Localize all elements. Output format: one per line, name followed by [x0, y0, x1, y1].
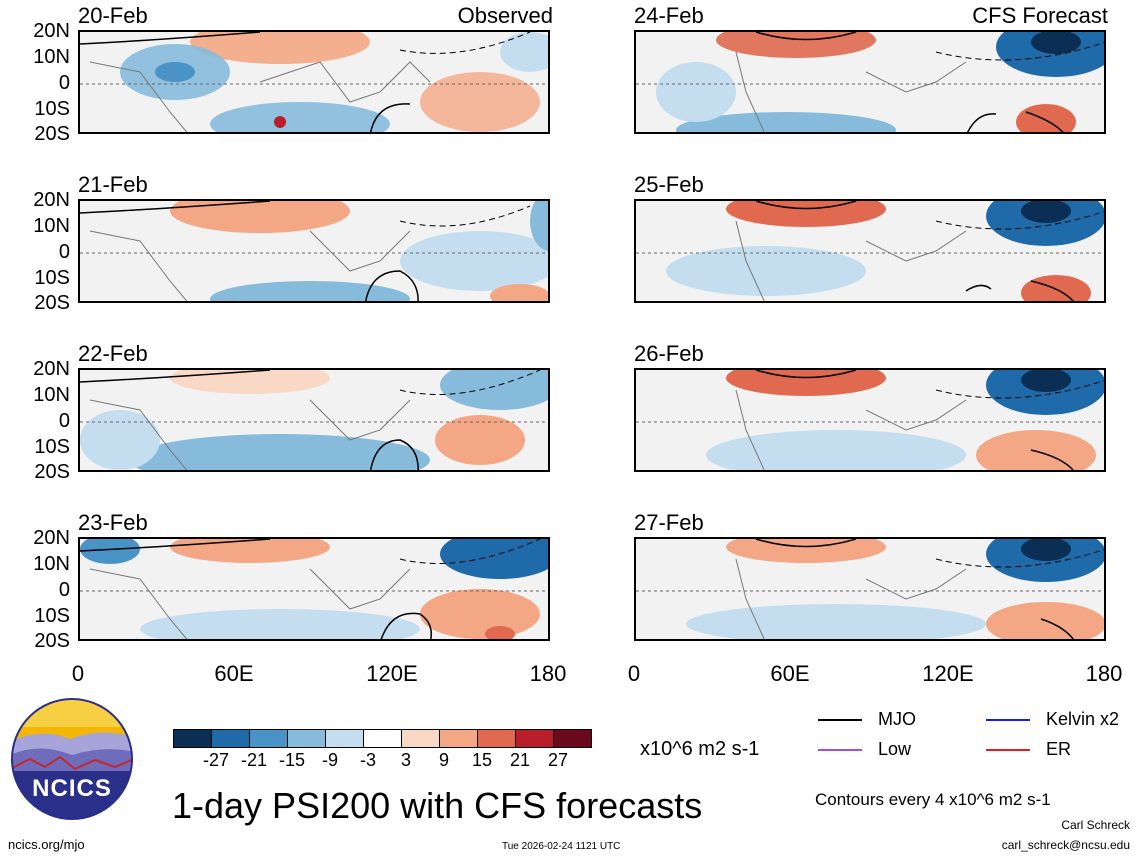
footer-timestamp: Tue 2026-02-24 1121 UTC — [502, 841, 621, 852]
colorbar-tick: 3 — [400, 750, 411, 770]
colorbar-tick: -27 — [202, 750, 229, 770]
colorbar-swatch — [439, 730, 477, 747]
lat-label: 0 — [58, 410, 70, 432]
colorbar-tick: 9 — [438, 750, 449, 770]
legend-label-er: ER — [1046, 739, 1072, 759]
lon-label: 0 — [71, 661, 85, 686]
lat-label: 10S — [34, 267, 70, 289]
lat-label: 20S — [34, 123, 70, 145]
legend-label-low: Low — [878, 739, 912, 759]
map-panel-forecast-26feb — [634, 368, 1106, 472]
lat-label: 10N — [33, 384, 70, 406]
lat-label: 10S — [34, 98, 70, 120]
legend-line-mjo — [818, 719, 862, 721]
colorbar-tick: -9 — [321, 750, 338, 770]
map-panel-forecast-25feb — [634, 199, 1106, 303]
lon-label: 60E — [770, 661, 810, 686]
colorbar-tick: -15 — [278, 750, 305, 770]
lat-label: 20N — [33, 527, 70, 549]
lat-label: 10N — [33, 46, 70, 68]
map-panel-observed-22feb — [78, 368, 550, 472]
footer-email: carl_schreck@ncsu.edu — [1001, 838, 1130, 852]
map-panel-observed-21feb — [78, 199, 550, 303]
forecast-header: CFS Forecast — [972, 3, 1108, 28]
lat-label: 10N — [33, 553, 70, 575]
panel-date-left-1: 20-Feb — [78, 3, 148, 28]
map-panel-observed-23feb — [78, 537, 550, 641]
colorbar-tick: 15 — [471, 750, 493, 770]
panel-date-left-3: 22-Feb — [78, 341, 148, 366]
colorbar — [173, 729, 592, 748]
colorbar-swatch — [325, 730, 363, 747]
map-panel-forecast-27feb — [634, 537, 1106, 641]
lat-label: 10N — [33, 215, 70, 237]
legend-label-kelvin: Kelvin x2 — [1046, 709, 1120, 729]
colorbar-swatch — [515, 730, 553, 747]
colorbar-swatch — [287, 730, 325, 747]
lon-label: 180 — [529, 661, 567, 686]
logo-mountains-graphic — [11, 698, 133, 820]
psi-field — [636, 32, 1104, 132]
lon-label: 0 — [627, 661, 641, 686]
psi-field — [80, 201, 548, 301]
lat-label: 20N — [33, 358, 70, 380]
psi-field — [80, 539, 548, 639]
footer-author: Carl Schreck — [1061, 818, 1130, 832]
colorbar-swatch — [401, 730, 439, 747]
psi-field — [636, 201, 1104, 301]
map-panel-forecast-24feb — [634, 30, 1106, 134]
psi-field — [80, 370, 548, 470]
lat-label: 20N — [33, 189, 70, 211]
logo-text: NCICS — [32, 775, 112, 802]
colorbar-units: x10^6 m2 s-1 — [640, 738, 760, 760]
colorbar-swatch — [553, 730, 591, 747]
legend-line-kelvin — [986, 719, 1030, 721]
colorbar-tick: -21 — [240, 750, 267, 770]
psi-field — [636, 539, 1104, 639]
colorbar-swatch — [249, 730, 287, 747]
lat-label: 10S — [34, 436, 70, 458]
panel-date-right-3: 26-Feb — [634, 341, 704, 366]
lat-label: 0 — [58, 72, 70, 94]
colorbar-tick: 27 — [547, 750, 569, 770]
lat-label: 0 — [58, 241, 70, 263]
psi-field — [80, 32, 548, 132]
panel-date-right-1: 24-Feb — [634, 3, 704, 28]
lat-label: 10S — [34, 605, 70, 627]
lon-label: 120E — [922, 661, 974, 686]
colorbar-tick: -3 — [359, 750, 376, 770]
colorbar-tick: 21 — [509, 750, 531, 770]
lat-label: 20S — [34, 461, 70, 483]
psi-field — [636, 370, 1104, 470]
lat-label: 20N — [33, 20, 70, 42]
colorbar-swatch — [477, 730, 515, 747]
lon-label: 180 — [1085, 661, 1123, 686]
panel-date-left-4: 23-Feb — [78, 510, 148, 535]
map-panel-observed-20feb — [78, 30, 550, 134]
colorbar-swatch — [211, 730, 249, 747]
lon-label: 60E — [214, 661, 254, 686]
lat-label: 20S — [34, 292, 70, 314]
legend-line-low — [818, 749, 862, 751]
ncics-logo: NCICS — [10, 697, 134, 821]
panel-date-right-4: 27-Feb — [634, 510, 704, 535]
colorbar-swatch — [363, 730, 401, 747]
contours-note: Contours every 4 x10^6 m2 s-1 — [815, 790, 1051, 809]
panel-date-left-2: 21-Feb — [78, 172, 148, 197]
colorbar-swatch — [174, 730, 211, 747]
footer-url: ncics.org/mjo — [8, 837, 85, 852]
panel-date-right-2: 25-Feb — [634, 172, 704, 197]
figure-title: 1-day PSI200 with CFS forecasts — [172, 785, 703, 826]
observed-header: Observed — [457, 3, 553, 28]
lat-label: 20S — [34, 630, 70, 652]
lat-label: 0 — [58, 579, 70, 601]
legend-label-mjo: MJO — [878, 709, 916, 729]
legend-line-er — [986, 749, 1030, 751]
lon-label: 120E — [366, 661, 418, 686]
